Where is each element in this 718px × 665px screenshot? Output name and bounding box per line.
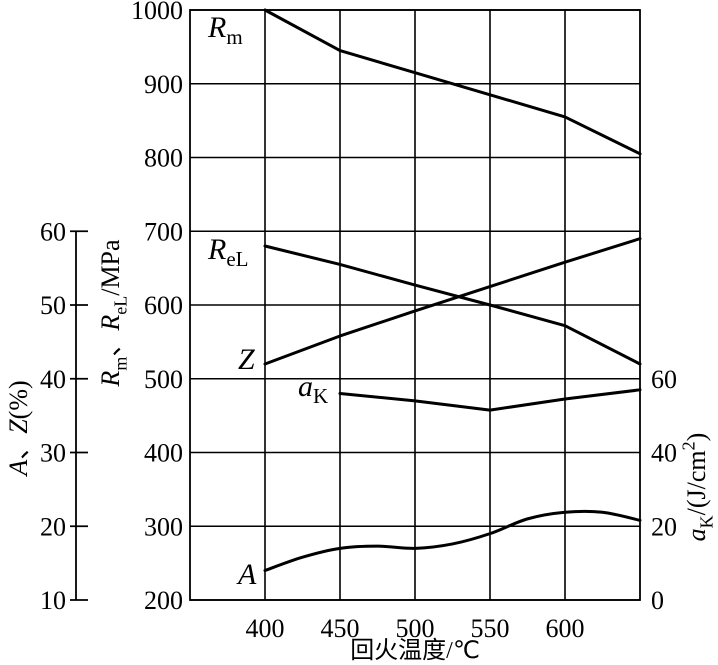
stress-tick-label: 500: [144, 365, 183, 394]
axis-title-part: 、: [96, 331, 125, 357]
series-label-ak: aK: [298, 370, 328, 408]
x-tick-label: 600: [546, 614, 585, 643]
impact-tick-label: 0: [651, 586, 664, 615]
series-line-rm: [263, 8, 642, 156]
series-line-ak: [338, 388, 642, 412]
axis-title-part: 、: [4, 434, 33, 460]
stress-tick-label: 700: [144, 217, 183, 246]
x-axis-title: 回火温度/℃: [350, 637, 480, 664]
series-label-subscript: m: [226, 25, 242, 49]
impact-tick-label: 40: [651, 439, 677, 468]
axis-title-part: 2: [679, 441, 699, 450]
axis-title-part: R: [96, 371, 125, 388]
series-label-subscript: eL: [226, 247, 248, 271]
series-label-base: R: [207, 11, 226, 44]
series-label-a: A: [236, 558, 257, 591]
impact-axis-tick-labels: 60 40 20 0: [651, 365, 677, 615]
series-line-a: [263, 509, 642, 572]
percent-tick-label: 30: [40, 439, 66, 468]
stress-axis-title: Rm、ReL/MPa: [96, 239, 130, 388]
axis-title-part: A: [4, 460, 33, 478]
percent-axis-title: A、Z(%): [4, 380, 33, 477]
axis-title-part: eL: [110, 296, 130, 315]
percent-tick-label: 20: [40, 512, 66, 541]
impact-tick-label: 60: [651, 365, 677, 394]
percent-tick-label: 10: [40, 586, 66, 615]
stress-tick-label: 900: [144, 70, 183, 99]
series-label-rel: ReL: [207, 233, 248, 271]
percent-tick-label: 60: [40, 217, 66, 246]
x-tick-label: 550: [471, 614, 510, 643]
axis-title-part: Z: [4, 419, 33, 434]
x-tick-label: 400: [246, 614, 285, 643]
axis-title-part: a: [682, 528, 711, 541]
stress-tick-label: 400: [144, 439, 183, 468]
axis-title-part: (%): [4, 380, 33, 419]
stress-axis-tick-labels: 1000 900 800 700 600 500 400 300 200: [131, 0, 183, 615]
series-label-base: a: [298, 370, 313, 403]
stress-tick-label: 300: [144, 512, 183, 541]
stress-tick-label: 1000: [131, 0, 183, 25]
percent-axis: [70, 230, 88, 601]
stress-tick-label: 600: [144, 291, 183, 320]
stress-tick-label: 800: [144, 144, 183, 173]
series-label-base: Z: [238, 343, 255, 376]
series-label-base: A: [236, 558, 257, 591]
axis-title-part: K: [696, 515, 716, 528]
axis-title-part: ): [682, 433, 711, 442]
impact-tick-label: 20: [651, 512, 677, 541]
series-line-z: [263, 237, 642, 366]
series-label-z: Z: [238, 343, 255, 376]
x-axis-tick-labels: 400 450 500 550 600: [246, 614, 585, 643]
percent-tick-label: 40: [40, 365, 66, 394]
axis-title-part: m: [110, 357, 130, 371]
axis-title-part: R: [96, 315, 125, 332]
stress-tick-label: 200: [144, 586, 183, 615]
axis-title-part: /(J/cm: [682, 450, 711, 515]
series-label-subscript: K: [313, 384, 328, 408]
series-label-rm: Rm: [207, 11, 243, 49]
x-tick-label: 450: [321, 614, 360, 643]
axis-title-part: /MPa: [96, 239, 125, 296]
plot-frame: [189, 9, 641, 601]
percent-tick-label: 50: [40, 291, 66, 320]
impact-axis-title: aK/(J/cm2): [679, 433, 717, 542]
series-label-base: R: [207, 233, 226, 266]
percent-axis-tick-labels: 60 50 40 30 20 10: [40, 217, 66, 615]
series-line-rel: [263, 244, 642, 366]
x-tick-label: 500: [396, 614, 435, 643]
